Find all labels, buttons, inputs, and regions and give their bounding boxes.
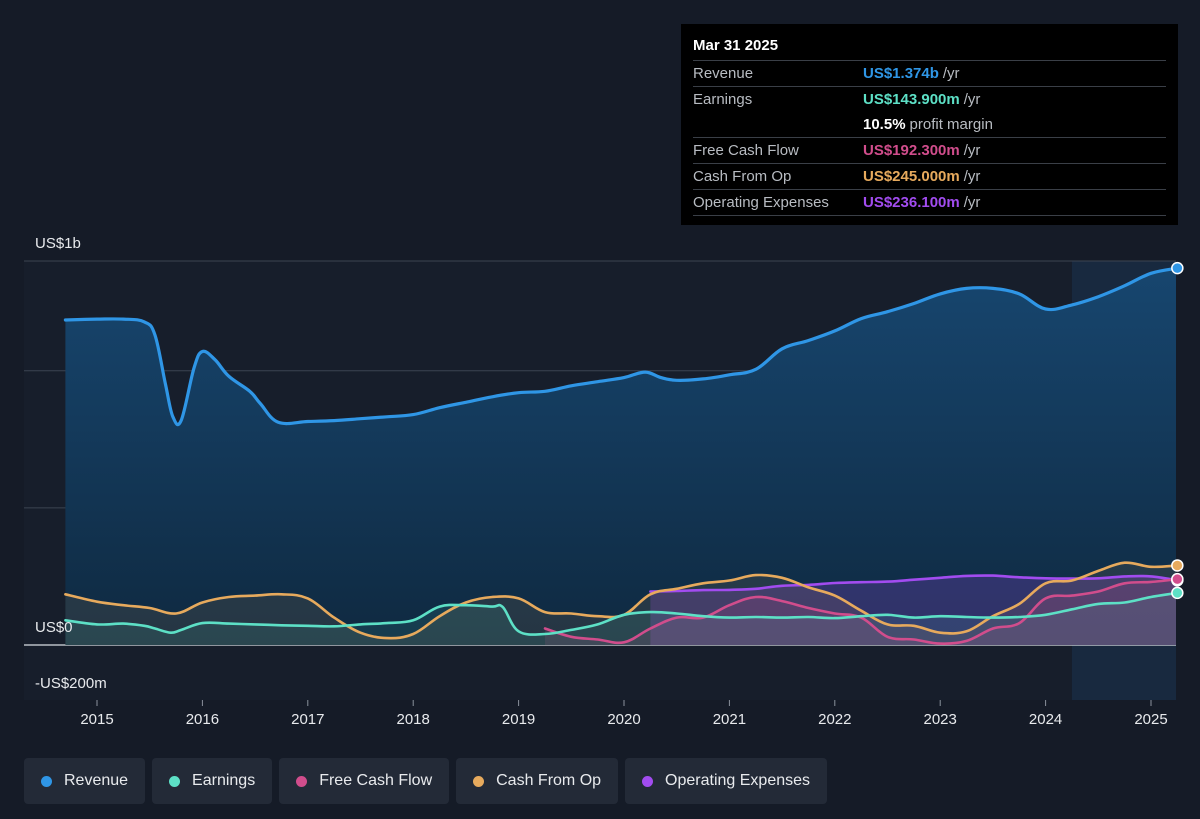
tooltip-row-unit: profit margin [909, 116, 993, 133]
operating-expenses-line [649, 574, 1176, 593]
earnings-area [65, 593, 1176, 645]
y-tick-label: US$1b [35, 235, 81, 252]
legend-item-free-cash-flow[interactable]: Free Cash Flow [279, 758, 450, 804]
x-tick-label: 2018 [397, 711, 430, 728]
tooltip-row-value: US$192.300m [863, 142, 960, 159]
tooltip-row-unit: /yr [942, 65, 960, 82]
series-group [63, 266, 1176, 645]
free-cash-flow-line [543, 578, 1176, 645]
earnings-end-point[interactable] [1171, 586, 1184, 600]
legend-item-earnings[interactable]: Earnings [152, 758, 273, 804]
legend-item-revenue[interactable]: Revenue [24, 758, 146, 804]
tooltip-row: 10.5% profit margin [693, 112, 1166, 137]
legend-label: Cash From Op [496, 772, 602, 789]
x-tick-label: 2015 [80, 711, 113, 728]
cash-from-op-end-point[interactable] [1171, 559, 1184, 572]
x-tick-label: 2021 [713, 711, 746, 728]
tooltip-row-label: Cash From Op [693, 168, 792, 185]
revenue-area [65, 268, 1176, 645]
x-tick-label: 2017 [291, 711, 324, 728]
legend-dot-icon [642, 775, 654, 787]
tooltip-row-unit: /yr [963, 194, 981, 211]
x-tick-label: 2019 [502, 711, 535, 728]
tooltip-row-value: US$245.000m [863, 168, 960, 185]
tooltip-row-label: Revenue [693, 65, 754, 82]
tooltip-row-unit: /yr [963, 142, 981, 159]
legend-label: Free Cash Flow [319, 772, 433, 789]
x-tick-label: 2025 [1134, 711, 1167, 728]
legend-dot-icon [473, 775, 485, 787]
legend-item-cash-from-op[interactable]: Cash From Op [456, 758, 619, 804]
legend-item-operating-expenses[interactable]: Operating Expenses [625, 758, 828, 804]
revenue-line [63, 266, 1176, 427]
tooltip-row-value: US$1.374b [863, 65, 939, 82]
revenue-end-point[interactable] [1171, 261, 1184, 275]
tooltip-row-value: US$236.100m [863, 194, 960, 211]
legend-label: Revenue [64, 772, 129, 789]
tooltip-row-unit: /yr [963, 91, 981, 108]
tooltip-row: Earnings US$143.900m/yr [693, 86, 1166, 112]
x-tick-label: 2022 [818, 711, 851, 728]
legend-label: Earnings [192, 772, 256, 789]
x-tick-label: 2016 [186, 711, 219, 728]
tooltip-rows: Revenue US$1.374b/yr Earnings US$143.900m/y… [693, 60, 1166, 216]
tooltip-row-value: 10.5% [863, 116, 906, 133]
tooltip-row-label: Earnings [693, 91, 753, 108]
legend-dot-icon [41, 775, 52, 787]
tooltip-date: Mar 31 2025 [693, 37, 779, 54]
y-tick-label: US$0 [35, 619, 73, 636]
legend-dot-icon [169, 775, 181, 787]
tooltip-panel: Mar 31 2025 Revenue US$1.374b/yr Earnings U… [681, 24, 1178, 225]
free-cash-flow-area [545, 579, 1176, 645]
earnings-line [64, 591, 1176, 636]
tooltip-row-value: US$143.900m [863, 91, 960, 108]
tooltip-row-label: Operating Expenses [693, 194, 829, 211]
x-tick-label: 2024 [1029, 711, 1062, 728]
free-cash-flow-end-point[interactable] [1171, 572, 1184, 586]
tooltip-row-label: Free Cash Flow [693, 142, 799, 159]
legend: Revenue Earnings Free Cash Flow Cash From O… [24, 758, 828, 804]
operating-expenses-area [650, 575, 1176, 645]
tooltip-row: Cash From Op US$245.000m/yr [693, 163, 1166, 189]
x-tick-label: 2023 [924, 711, 957, 728]
tooltip-row: Operating Expenses US$236.100m/yr [693, 189, 1166, 216]
tooltip-row: Revenue US$1.374b/yr [693, 60, 1166, 86]
legend-dot-icon [296, 775, 308, 787]
tooltip-row-unit: /yr [963, 168, 981, 185]
legend-label: Operating Expenses [665, 772, 811, 789]
y-tick-label: -US$200m [35, 675, 107, 692]
tooltip-row: Free Cash Flow US$192.300m/yr [693, 137, 1166, 163]
x-tick-label: 2020 [607, 711, 640, 728]
